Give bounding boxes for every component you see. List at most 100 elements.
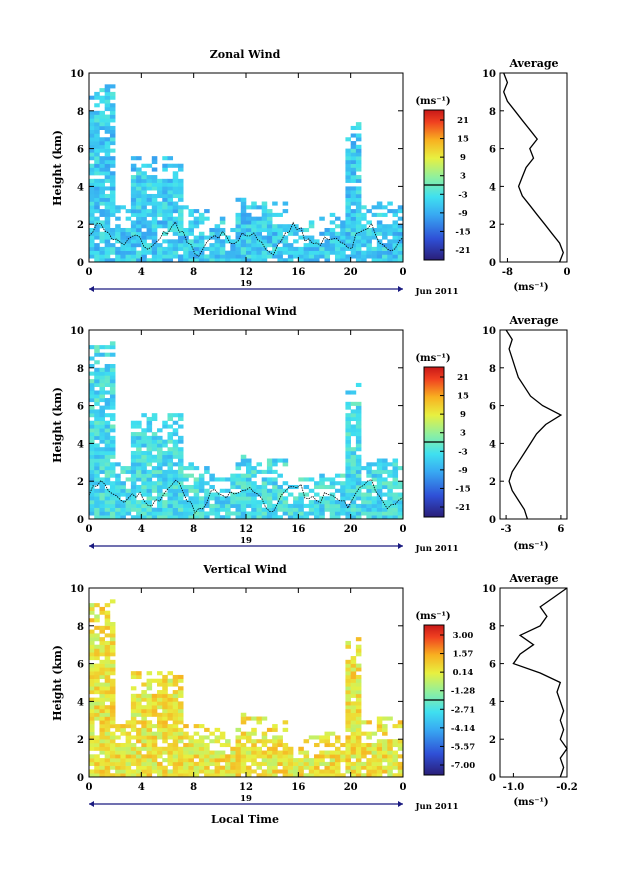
heatmap-cell	[193, 750, 200, 755]
heatmap-cell	[172, 724, 179, 729]
heatmap-cell	[204, 758, 210, 763]
heatmap-cell	[136, 693, 142, 698]
heatmap-cell	[151, 182, 158, 187]
heatmap-cell	[167, 701, 174, 706]
heatmap-cell	[350, 178, 357, 183]
heatmap-cell	[277, 492, 283, 497]
heatmap-cell	[136, 447, 142, 452]
heatmap-cell	[104, 231, 111, 236]
heatmap-cell	[115, 758, 121, 763]
heatmap-cell	[366, 209, 372, 214]
heatmap-cell	[151, 212, 158, 217]
heatmap-cell	[329, 243, 336, 248]
heatmap-cell	[361, 235, 367, 240]
heatmap-cell	[99, 724, 105, 729]
heatmap-cell	[104, 663, 111, 668]
heatmap-cell	[214, 511, 221, 516]
heatmap-cell	[94, 345, 100, 350]
heatmap-cell	[157, 693, 163, 698]
heatmap-cell	[219, 254, 226, 259]
heatmap-cell	[324, 754, 331, 759]
heatmap-cell	[214, 750, 221, 755]
heatmap-cell	[298, 769, 304, 774]
heatmap-cell	[136, 754, 142, 759]
heatmap-cell	[104, 235, 111, 240]
heatmap-cell	[193, 500, 200, 505]
heatmap-cell	[141, 243, 147, 248]
heatmap-cell	[350, 454, 357, 459]
heatmap-cell	[172, 500, 179, 505]
heatmap-cell	[392, 231, 399, 236]
heatmap-cell	[298, 758, 304, 763]
heatmap-cell	[376, 254, 383, 259]
heatmap-cell	[89, 466, 95, 471]
heatmap-cell	[350, 171, 357, 176]
heatmap-cell	[136, 746, 142, 751]
heatmap-cell	[382, 500, 388, 505]
heatmap-cell	[266, 239, 273, 244]
heatmap-cell	[361, 484, 367, 490]
heatmap-cell	[324, 742, 331, 748]
heatmap-cell	[94, 761, 100, 766]
heatmap-cell	[240, 224, 247, 229]
avg-y-tick-label: 8	[489, 364, 496, 375]
heatmap-cell	[162, 193, 168, 199]
heatmap-cell	[94, 708, 100, 714]
heatmap-cell	[104, 473, 111, 478]
heatmap-cell	[130, 515, 137, 520]
heatmap-cell	[94, 625, 100, 630]
heatmap-cell	[125, 773, 132, 778]
heatmap-cell	[230, 492, 236, 497]
heatmap-cell	[251, 469, 257, 474]
heatmap-cell	[345, 496, 351, 501]
colorbar-tick-label: -1.28	[451, 687, 475, 697]
heatmap-cell	[177, 686, 184, 691]
heatmap-cell	[130, 686, 137, 691]
heatmap-cell	[146, 671, 153, 676]
heatmap-cell	[130, 469, 137, 474]
heatmap-cell	[104, 220, 111, 225]
heatmap-cell	[89, 610, 95, 615]
heatmap-cell	[89, 420, 95, 425]
heatmap-cell	[345, 484, 351, 490]
heatmap-cell	[314, 507, 320, 512]
heatmap-cell	[99, 99, 105, 104]
heatmap-cell	[266, 224, 273, 229]
heatmap-cell	[303, 477, 310, 482]
heatmap-cell	[157, 428, 163, 433]
heatmap-cell	[167, 190, 174, 195]
heatmap-cell	[371, 769, 378, 774]
heatmap-cell	[303, 511, 310, 516]
heatmap-cell	[188, 484, 194, 490]
heatmap-cell	[282, 458, 289, 463]
heatmap-cell	[136, 727, 142, 732]
heatmap-cell	[246, 258, 252, 263]
heatmap-cell	[261, 250, 268, 255]
heatmap-cell	[172, 454, 179, 459]
heatmap-cell	[136, 466, 142, 471]
heatmap-cell	[345, 209, 351, 214]
heatmap-cell	[308, 773, 315, 778]
x-tick-label: 4	[138, 267, 145, 278]
heatmap-cell	[209, 473, 215, 478]
heatmap-cell	[397, 484, 404, 490]
heatmap-cell	[172, 678, 179, 683]
heatmap-cell	[109, 667, 116, 672]
heatmap-cell	[235, 500, 242, 505]
heatmap-cell	[157, 682, 163, 687]
heatmap-cell	[115, 484, 121, 490]
heatmap-cell	[141, 773, 147, 778]
heatmap-cell	[204, 515, 210, 520]
heatmap-cell	[136, 705, 142, 710]
heatmap-cell	[115, 754, 121, 759]
heatmap-cell	[240, 765, 247, 770]
heatmap-cell	[293, 758, 299, 763]
heatmap-cell	[345, 254, 351, 259]
heatmap-cell	[251, 484, 257, 490]
heatmap-cell	[115, 750, 121, 755]
heatmap-cell	[319, 735, 325, 740]
heatmap-cell	[151, 750, 158, 755]
heatmap-cell	[308, 220, 315, 225]
heatmap-cell	[282, 765, 289, 770]
